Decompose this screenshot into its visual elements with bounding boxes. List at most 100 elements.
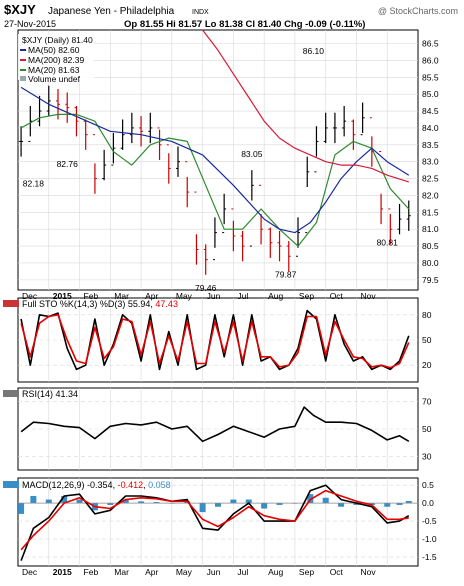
macd-hist-bar <box>122 499 129 504</box>
price-annotation: 80.81 <box>377 238 399 248</box>
legend-box <box>18 34 94 80</box>
macd-hist-bar <box>405 500 412 504</box>
x-tick-label: Nov <box>360 567 376 577</box>
macd-hist-bar <box>245 499 252 504</box>
high-label: Hi <box>166 19 176 30</box>
x-tick-label: Mar <box>114 291 129 301</box>
price-annotation: 82.18 <box>23 178 45 188</box>
y-tick-label: 50 <box>422 424 432 434</box>
macd-hist-bar <box>230 499 237 504</box>
macd-hist-bar <box>138 501 145 504</box>
signal-line <box>20 489 409 551</box>
x-tick-label: Aug <box>268 291 283 301</box>
rsi-panel: 70 50 30 <box>17 387 432 471</box>
price-annotation: 79.87 <box>275 269 297 279</box>
instrument-name: Japanese Yen - Philadelphia <box>48 6 175 17</box>
macd-hist-bar <box>384 503 391 507</box>
macd-hist-bar <box>153 502 160 504</box>
macd-swatch <box>3 481 19 488</box>
y-tick-label: 85.0 <box>422 89 439 99</box>
price-annotation: 79.46 <box>195 283 217 293</box>
legend-ma20: MA(20) 81.63 <box>28 65 80 75</box>
macd-hist-bar <box>276 503 283 505</box>
y-tick-label: 82.5 <box>422 174 439 184</box>
macd-hist-bar <box>261 503 268 509</box>
price-annotation: 86.10 <box>303 46 325 56</box>
y-tick-label: 84.5 <box>422 106 439 116</box>
macd-hist-bar <box>199 503 206 513</box>
x-tick-label: Jul <box>237 291 248 301</box>
macd-frame <box>17 477 419 567</box>
sto-swatch <box>3 300 19 307</box>
x-tick-label: Jun <box>207 567 221 577</box>
sto_k-line <box>20 309 410 371</box>
macd-hist-bar <box>76 499 83 504</box>
y-tick-label: 85.5 <box>422 72 439 82</box>
x-tick-label: Mar <box>114 567 129 577</box>
x-tick-label: Sep <box>299 567 314 577</box>
x-tick-label: Oct <box>330 291 344 301</box>
y-tick-label: 86.5 <box>422 39 439 49</box>
x-tick-label: Jun <box>207 291 221 301</box>
legend-volume: Volume undef <box>28 74 81 84</box>
macd-hist-bar <box>338 503 345 507</box>
macd-hist-bar <box>45 499 52 504</box>
x-tick-label: Dec <box>22 567 38 577</box>
panels: 86.5 86.0 85.5 85.0 84.5 84.0 83.5 83.0 82.5 82.0… <box>17 29 439 567</box>
rsi-swatch <box>3 390 19 397</box>
ma200-line <box>202 29 409 183</box>
x-tick-label: Feb <box>84 567 99 577</box>
symbol-label: $XJY <box>4 2 36 17</box>
price-legend: $XJY (Daily) 81.40 MA(50) 82.60 MA(200) … <box>18 34 94 84</box>
macd-hist-bar <box>322 497 329 504</box>
y-tick-label: 82.0 <box>422 190 439 200</box>
ma50-line <box>20 86 410 234</box>
macd-hist-bar <box>353 503 360 505</box>
sto_d-line <box>20 314 410 369</box>
x-axis-labels: Dec 2015 Feb Mar Apr May Jun Jul Aug Sep Oct Nov Dec… <box>22 291 376 577</box>
macd-panel: 0.5 0.0 -0.5 -1.0 -1.5 <box>17 477 437 567</box>
sto-label: Full STO %K(14,3) %D(3) 55.94, 47.43 <box>22 299 178 309</box>
y-tick-label: 80.5 <box>422 241 439 251</box>
y-tick-label: 86.0 <box>422 55 439 65</box>
x-tick-label: 2015 <box>53 567 72 577</box>
x-tick-label: Oct <box>330 567 344 577</box>
y-tick-label: -1.5 <box>422 552 437 562</box>
y-tick-label: 0.5 <box>422 480 434 490</box>
date-label: 27-Nov-2015 <box>4 19 56 29</box>
y-tick-label: 79.5 <box>422 275 439 285</box>
x-tick-label: Apr <box>145 567 158 577</box>
x-tick-label: May <box>176 291 193 301</box>
macd-hist-bar <box>215 503 221 507</box>
y-tick-label: 50 <box>422 335 432 345</box>
sto-legend: Full STO %K(14,3) %D(3) 55.94, 47.43 <box>3 299 178 309</box>
y-tick-label: 80.0 <box>422 258 439 268</box>
rsi-line <box>20 406 410 443</box>
ohlc-line: Op 81.55 Hi 81.57 Lo 81.38 Cl 81.40 Chg … <box>124 19 365 30</box>
y-tick-label: 0.0 <box>422 498 434 508</box>
legend-ma200: MA(200) 82.39 <box>28 55 84 65</box>
legend-volume-swatch <box>20 76 26 81</box>
x-tick-label: Sep <box>299 291 314 301</box>
x-tick-label: Nov <box>360 291 376 301</box>
macd-hist-bar <box>396 503 403 505</box>
x-tick-label: Jul <box>237 567 248 577</box>
sto-panel: 80 50 20 <box>17 297 432 383</box>
x-tick-label: Apr <box>145 291 158 301</box>
change-label: Chg <box>284 19 303 30</box>
y-tick-label: 70 <box>422 397 432 407</box>
y-tick-label: 20 <box>422 360 432 370</box>
ma20-line <box>20 113 410 247</box>
y-tick-label: 83.0 <box>422 157 439 167</box>
chart-header: $XJY Japanese Yen - Philadelphia INDX @ … <box>4 2 458 30</box>
y-tick-label: 30 <box>422 451 432 461</box>
macd-hist-bar <box>107 503 114 505</box>
open-value: 81.55 <box>140 19 164 30</box>
macd-hist-bar <box>368 503 375 505</box>
x-tick-label: 2015 <box>53 291 72 301</box>
y-tick-label: 81.0 <box>422 224 439 234</box>
y-tick-label: 83.5 <box>422 140 439 150</box>
legend-ma50: MA(50) 82.60 <box>28 45 80 55</box>
